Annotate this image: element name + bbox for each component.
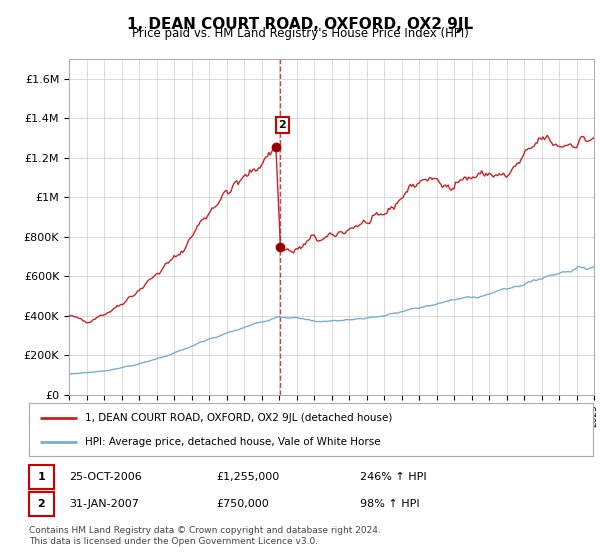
Text: 2: 2	[278, 120, 286, 130]
Text: 246% ↑ HPI: 246% ↑ HPI	[360, 472, 427, 482]
Text: 25-OCT-2006: 25-OCT-2006	[69, 472, 142, 482]
Text: 2: 2	[38, 499, 45, 509]
Text: Price paid vs. HM Land Registry's House Price Index (HPI): Price paid vs. HM Land Registry's House …	[131, 27, 469, 40]
Text: £1,255,000: £1,255,000	[216, 472, 279, 482]
Text: £750,000: £750,000	[216, 499, 269, 509]
Text: HPI: Average price, detached house, Vale of White Horse: HPI: Average price, detached house, Vale…	[85, 437, 381, 447]
Text: 1: 1	[38, 472, 45, 482]
Text: 31-JAN-2007: 31-JAN-2007	[69, 499, 139, 509]
Text: 98% ↑ HPI: 98% ↑ HPI	[360, 499, 419, 509]
Text: Contains HM Land Registry data © Crown copyright and database right 2024.
This d: Contains HM Land Registry data © Crown c…	[29, 526, 380, 546]
Text: 1, DEAN COURT ROAD, OXFORD, OX2 9JL (detached house): 1, DEAN COURT ROAD, OXFORD, OX2 9JL (det…	[85, 413, 392, 423]
Text: 1, DEAN COURT ROAD, OXFORD, OX2 9JL: 1, DEAN COURT ROAD, OXFORD, OX2 9JL	[127, 17, 473, 32]
